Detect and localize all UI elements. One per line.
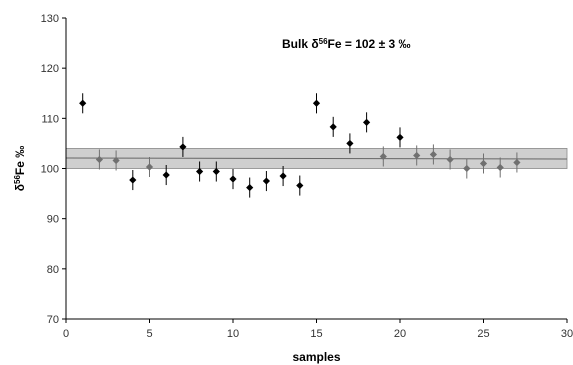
data-point (145, 163, 154, 171)
x-tick-label: 15 (310, 328, 322, 340)
y-tick-label: 90 (47, 214, 59, 226)
y-tick-label: 120 (41, 63, 59, 75)
data-point (429, 150, 437, 159)
data-point (162, 171, 170, 179)
y-axis-title-sup: 56 (13, 175, 22, 184)
data-point (463, 164, 471, 173)
annotation-sup: 56 (319, 37, 328, 46)
data-point (262, 177, 270, 185)
y-tick-label: 80 (47, 264, 59, 276)
data-point (179, 143, 187, 151)
data-point (496, 163, 504, 172)
data-point (95, 155, 103, 164)
data-point (346, 139, 354, 148)
data-point (513, 158, 521, 167)
data-points (79, 93, 521, 198)
data-point (79, 99, 87, 107)
data-point (396, 133, 404, 141)
bulk-value-annotation: Bulk δ56Fe = 102 ± 3 ‰ (282, 37, 411, 52)
y-axis-title: δ56Fe ‰ (13, 146, 28, 192)
data-point (329, 123, 337, 131)
data-point (379, 152, 387, 161)
data-point (413, 151, 421, 160)
data-point (129, 176, 137, 184)
data-point (112, 156, 120, 165)
x-tick-label: 20 (394, 328, 406, 340)
y-tick-label: 100 (41, 164, 59, 176)
x-tick-label: 10 (227, 328, 239, 340)
data-point (312, 99, 321, 107)
y-axis-title-main: Fe ‰ (13, 146, 27, 175)
data-point (246, 183, 254, 192)
annotation-suffix: Fe = 102 ± 3 ‰ (328, 37, 411, 51)
ticks: 0 5 10 15 20 25 30 70 80 90 100 110 120 130 (41, 13, 573, 340)
data-point (363, 118, 371, 126)
data-point (296, 181, 304, 190)
data-point (196, 167, 204, 176)
data-point (212, 167, 220, 176)
y-axis-title-delta: δ (13, 184, 27, 191)
x-tick-label: 0 (63, 328, 69, 340)
data-point (446, 155, 454, 164)
x-axis-title: samples (292, 350, 340, 364)
data-point (229, 175, 237, 183)
y-tick-label: 130 (41, 13, 59, 25)
error-band-layer (65, 148, 568, 169)
x-tick-label: 5 (146, 328, 152, 340)
y-tick-label: 110 (41, 113, 59, 125)
data-point (279, 172, 287, 180)
y-tick-label: 70 (47, 314, 59, 326)
annotation-prefix: Bulk δ (282, 37, 319, 51)
x-tick-label: 30 (561, 328, 573, 340)
data-point (479, 159, 488, 168)
x-tick-label: 25 (477, 328, 489, 340)
